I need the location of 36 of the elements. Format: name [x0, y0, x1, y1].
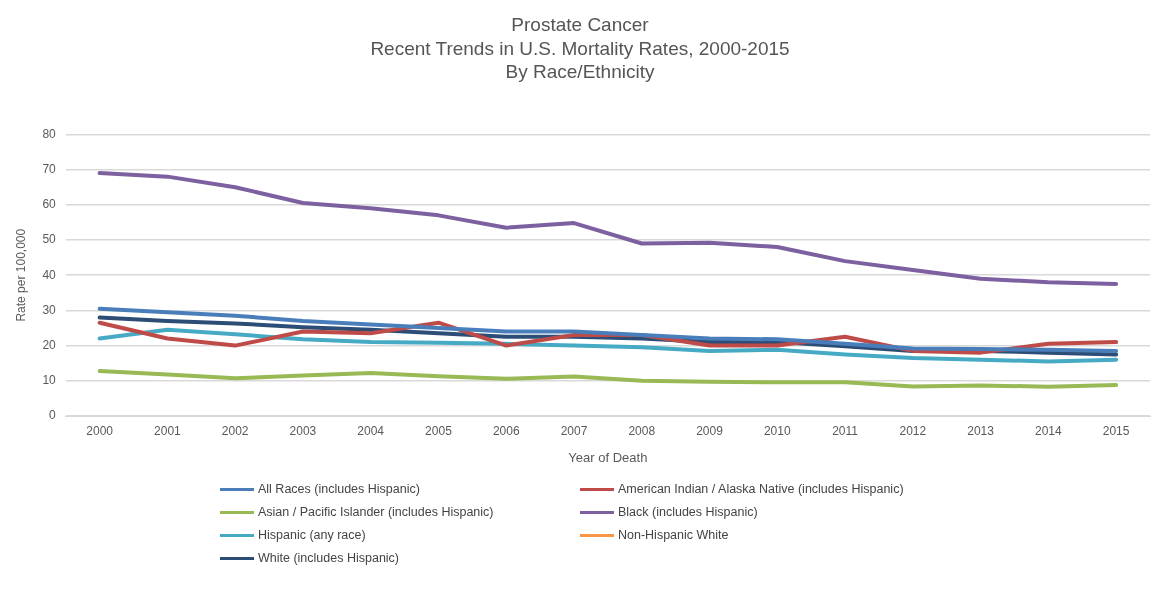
x-tick-label: 2013 [967, 423, 995, 438]
x-tick-label: 2009 [696, 423, 724, 438]
x-tick-label: 2004 [357, 423, 385, 438]
y-tick-label: 30 [42, 302, 57, 317]
x-tick-label: 2010 [763, 423, 791, 438]
x-tick-label: 2008 [628, 423, 656, 438]
x-tick-label: 2012 [899, 423, 927, 438]
chart-title: Prostate Cancer [511, 13, 650, 35]
x-tick-label: 2014 [1035, 423, 1063, 438]
y-tick-label: 40 [42, 267, 57, 282]
y-tick-label: 0 [49, 408, 57, 423]
y-tick-label: 20 [42, 337, 57, 352]
legend-label: White (includes Hispanic) [258, 551, 400, 565]
legend-label: Asian / Pacific Islander (includes Hispanic) [258, 505, 494, 519]
x-tick-label: 2002 [221, 423, 249, 438]
y-tick-label: 50 [42, 232, 57, 247]
legend-label: Hispanic (any race) [258, 528, 366, 542]
x-tick-label: 2001 [154, 423, 182, 438]
x-tick-label: 2003 [289, 423, 317, 438]
y-axis-title: Rate per 100,000 [13, 228, 28, 322]
chart-subtitle: Recent Trends in U.S. Mortality Rates, 2000-2015 By Race/Ethnicity [370, 38, 790, 83]
y-tick-label: 70 [42, 161, 57, 176]
y-tick-label: 10 [42, 373, 57, 388]
x-tick-label: 2006 [492, 423, 520, 438]
legend-label: Non-Hispanic White [618, 528, 729, 542]
x-tick-label: 2000 [86, 423, 114, 438]
legend-label: Black (includes Hispanic) [618, 505, 758, 519]
x-tick-label: 2005 [425, 423, 453, 438]
legend-label: All Races (includes Hispanic) [258, 482, 420, 496]
legend-label: American Indian / Alaska Native (includes Hispanic) [618, 482, 904, 496]
x-tick-label: 2015 [1102, 423, 1130, 438]
x-tick-label: 2007 [560, 423, 588, 438]
x-tick-label: 2011 [832, 423, 859, 438]
x-axis-title: Year of Death [568, 449, 648, 465]
y-tick-label: 60 [42, 197, 57, 212]
y-tick-label: 80 [42, 126, 57, 141]
